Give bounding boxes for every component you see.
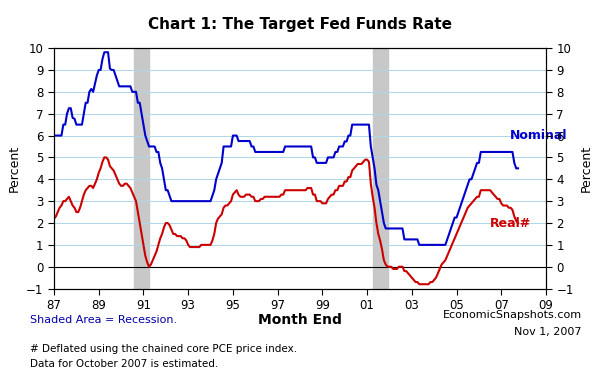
Text: Chart 1: The Target Fed Funds Rate: Chart 1: The Target Fed Funds Rate (148, 17, 452, 32)
Text: Month End: Month End (258, 313, 342, 327)
Text: Nov 1, 2007: Nov 1, 2007 (515, 327, 582, 337)
Text: Data for October 2007 is estimated.: Data for October 2007 is estimated. (30, 359, 218, 369)
Text: Real#: Real# (490, 216, 532, 229)
Text: Shaded Area = Recession.: Shaded Area = Recession. (30, 315, 177, 325)
Y-axis label: Percent: Percent (580, 145, 592, 192)
Y-axis label: Percent: Percent (8, 145, 20, 192)
Text: # Deflated using the chained core PCE price index.: # Deflated using the chained core PCE pr… (30, 344, 297, 354)
Text: Nominal: Nominal (510, 129, 568, 142)
Bar (134, 48, 149, 289)
Text: EconomicSnapshots.com: EconomicSnapshots.com (443, 310, 582, 320)
Bar (373, 48, 388, 289)
